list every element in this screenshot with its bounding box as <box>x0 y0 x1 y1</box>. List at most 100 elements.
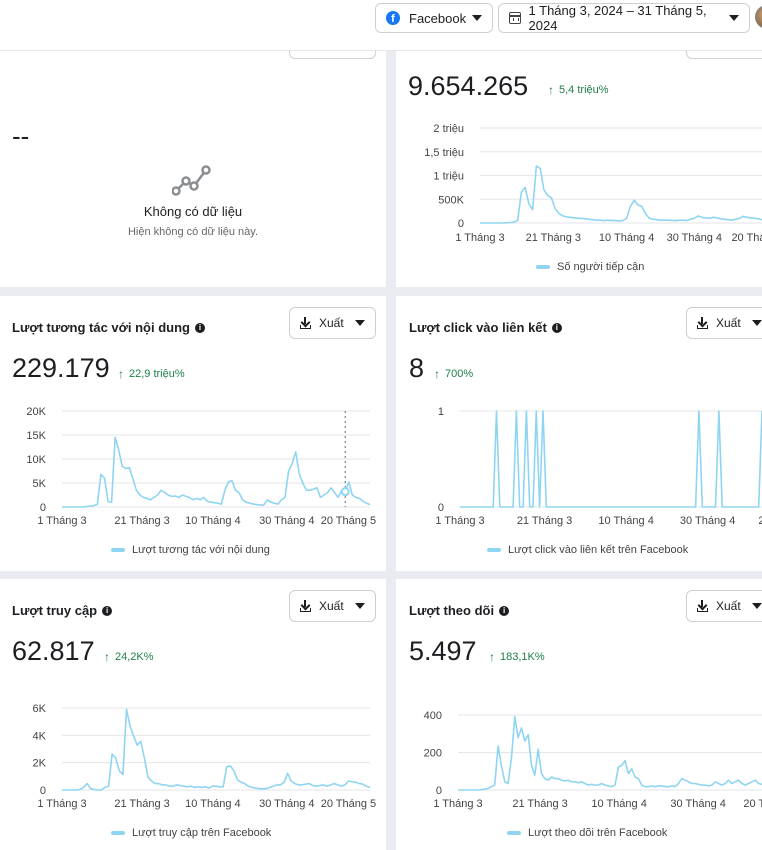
chart-legend: Lượt tương tác với nội dung <box>111 544 270 556</box>
x-tick-label: 1 Tháng 3 <box>455 232 504 244</box>
export-button[interactable]: Xuất <box>289 590 376 622</box>
x-tick-label: 10 Tháng 4 <box>185 798 240 810</box>
line-chart-icon <box>172 165 211 196</box>
date-range-label: 1 Tháng 3, 2024 – 31 Tháng 5, 2024 <box>528 3 707 33</box>
chart-legend: Lượt truy cập trên Facebook <box>111 827 271 839</box>
facebook-logo-icon: f <box>386 11 400 25</box>
calendar-icon <box>509 12 521 24</box>
x-tick-label: 1 Tháng 3 <box>37 798 86 810</box>
y-tick-label: 15K <box>26 430 46 442</box>
x-tick-label: 30 Tháng 4 <box>680 515 735 527</box>
x-tick-label: 10 Tháng 4 <box>591 798 646 810</box>
info-icon[interactable]: i <box>194 322 205 333</box>
card-title-text: Lượt tương tác với nội dung <box>12 320 190 335</box>
hover-point <box>340 487 350 497</box>
export-button[interactable]: Xuất <box>686 590 762 622</box>
platform-label: Facebook <box>409 10 467 26</box>
info-icon[interactable]: i <box>499 605 510 616</box>
card-title: Lượt theo dõi i <box>409 603 510 618</box>
export-label: Xuất <box>319 599 344 613</box>
y-tick-label: 500K <box>438 194 464 206</box>
series-line <box>460 410 762 508</box>
card-title: Lượt tương tác với nội dung i <box>12 320 205 335</box>
y-tick-label: 0 <box>40 785 46 797</box>
change-value: 183,1K% <box>500 651 545 663</box>
link-clicks-card: Lượt click vào liên kết i Xuất 8 ↑ 700% … <box>396 296 762 571</box>
y-tick-label: 6K <box>33 703 47 715</box>
arrow-up-icon: ↑ <box>548 83 554 97</box>
card-title: Lượt click vào liên kết i <box>409 320 562 335</box>
card-title-text: Lượt truy cập <box>12 603 98 618</box>
series-line <box>62 708 371 791</box>
legend-swatch <box>111 831 125 835</box>
metric-value: 229.179 <box>12 353 110 383</box>
change-indicator: ↑ 700% <box>434 367 473 381</box>
y-tick-label: 0 <box>458 218 464 230</box>
legend-label: Lượt theo dõi trên Facebook <box>528 827 668 839</box>
reach-line-chart: 0 500K 1 triệu 1,5 triệu 2 triệu 1 Tháng 3 21 … <box>424 123 762 244</box>
x-tick-label: 1 Tháng 3 <box>435 515 484 527</box>
info-icon[interactable]: i <box>551 322 562 333</box>
follows-line-chart: 0 200 400 1 Tháng 3 21 Tháng 3 10 Tháng 4 30 T… <box>424 710 762 810</box>
avatar[interactable] <box>755 5 762 29</box>
y-tick-label: 400 <box>424 710 442 722</box>
info-icon[interactable]: i <box>102 605 113 616</box>
y-tick-label: 5K <box>33 478 47 490</box>
export-label: Xuất <box>319 316 344 330</box>
x-tick-label: 21 Tháng 3 <box>512 798 567 810</box>
y-tick-label: 0 <box>438 502 444 514</box>
x-tick-label: 21 Tháng 3 <box>114 515 169 527</box>
metric-value: -- <box>12 121 30 151</box>
chart-legend: Lượt click vào liên kết trên Facebook <box>487 544 688 556</box>
export-button[interactable]: Xuất <box>289 307 376 339</box>
arrow-up-icon: ↑ <box>104 650 110 664</box>
chart-legend: Số người tiếp cận <box>536 261 644 273</box>
change-indicator: ↑ 183,1K% <box>489 650 545 664</box>
legend-label: Lượt tương tác với nội dung <box>132 544 270 556</box>
export-button[interactable] <box>686 51 762 59</box>
change-indicator: ↑ 24,2K% <box>104 650 154 664</box>
legend-swatch <box>111 548 125 552</box>
chevron-down-icon <box>752 320 762 326</box>
x-tick-label: 20 Tháng 5 <box>731 232 762 244</box>
date-range-picker[interactable]: 1 Tháng 3, 2024 – 31 Tháng 5, 2024 <box>498 3 750 33</box>
change-indicator: ↑ 22,9 triệu% <box>118 367 185 381</box>
empty-metric-card: -- Không có dữ liệu Hiện không có dữ liệ… <box>0 51 386 287</box>
x-tick-label: 30 Tháng 4 <box>259 515 314 527</box>
x-tick-label: 10 Tháng 4 <box>599 232 654 244</box>
y-tick-label: 2K <box>33 758 47 770</box>
chevron-down-icon <box>472 15 482 21</box>
export-button[interactable]: Xuất <box>686 307 762 339</box>
visits-line-chart: 0 2K 4K 6K 1 Tháng 3 21 Tháng 3 10 Tháng 4 30 T… <box>33 703 377 810</box>
change-value: 5,4 triệu% <box>559 84 609 96</box>
x-tick-label: 30 Tháng 4 <box>259 798 314 810</box>
x-tick-label: 10 Tháng 4 <box>598 515 653 527</box>
follows-card: Lượt theo dõi i Xuất 5.497 ↑ 183,1K% 0 20… <box>396 579 762 850</box>
card-title: Lượt truy cập i <box>12 603 113 618</box>
metric-value: 5.497 <box>409 636 477 666</box>
legend-swatch <box>536 265 550 269</box>
chevron-down-icon <box>355 320 365 326</box>
card-title-text: Lượt click vào liên kết <box>409 320 547 335</box>
y-tick-label: 1 <box>438 406 444 418</box>
x-tick-label: 30 Tháng 4 <box>670 798 725 810</box>
x-tick-label: 1 Tháng 3 <box>37 515 86 527</box>
legend-label: Lượt truy cập trên Facebook <box>132 827 272 839</box>
y-tick-label: 0 <box>436 785 442 797</box>
chevron-down-icon <box>752 603 762 609</box>
download-icon <box>697 600 708 612</box>
change-value: 700% <box>445 368 474 380</box>
no-data-subtitle: Hiện không có dữ liệu này. <box>127 226 259 238</box>
export-button[interactable] <box>289 51 376 59</box>
card-title-text: Lượt theo dõi <box>409 603 495 618</box>
x-tick-label: 21 Tháng 3 <box>517 515 572 527</box>
metric-value: 8 <box>409 353 425 383</box>
platform-selector[interactable]: f Facebook <box>375 3 493 33</box>
x-tick-label: 20 Tháng 5 <box>743 798 762 810</box>
change-value: 22,9 triệu% <box>129 368 185 380</box>
download-icon <box>300 317 311 329</box>
top-toolbar: f Facebook 1 Tháng 3, 2024 – 31 Tháng 5,… <box>0 0 762 51</box>
engagement-line-chart: 0 5K 10K 15K 20K 1 Tháng 3 21 Tháng 3 10 Tháng … <box>26 406 376 527</box>
y-tick-label: 4K <box>33 730 47 742</box>
change-value: 24,2K% <box>115 651 154 663</box>
